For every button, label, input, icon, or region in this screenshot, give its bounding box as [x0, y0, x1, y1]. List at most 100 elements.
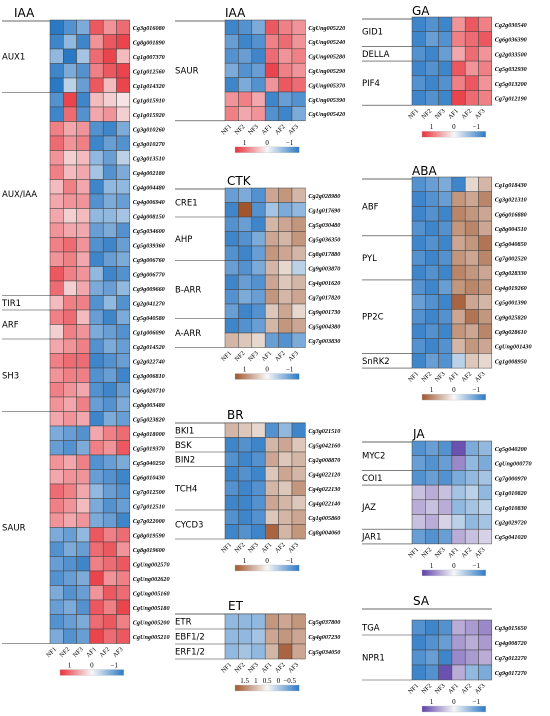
heatmap-cell [451, 664, 466, 681]
heatmap-cell [278, 34, 293, 50]
heatmap-cell [238, 202, 253, 218]
heatmap-cell [278, 480, 293, 496]
heatmap-cell [451, 499, 466, 515]
gene-label: Cg8g004510 [495, 226, 527, 233]
gene-label: Cg9g009660 [133, 286, 165, 293]
heatmap-cell [49, 77, 64, 93]
heatmap-cell [291, 260, 306, 276]
heatmap-cell [102, 411, 117, 427]
heatmap-aba-6: ABA Cg1g018430 Cg3g021310 Cg6g016880 Cg8g004… [362, 164, 532, 401]
heatmap-cell [102, 338, 117, 354]
heatmap-cell [464, 279, 479, 295]
heatmap-cell [116, 106, 131, 122]
heatmap-cell [76, 527, 91, 543]
heatmap-cell [278, 106, 293, 122]
panel-title: SA [413, 594, 430, 608]
heatmap-cell [278, 62, 293, 78]
heatmap-cell [89, 541, 104, 557]
heatmap-cell [49, 396, 64, 412]
heatmap-cell [264, 19, 279, 35]
group-label: TIR1 [1, 299, 21, 309]
heatmap-cell [451, 440, 466, 456]
heatmap-cell [49, 541, 64, 557]
gene-label: Cg3g015650 [495, 625, 527, 632]
gene-label: Cg1g012560 [133, 68, 165, 75]
heatmap-cell [425, 664, 439, 681]
heatmap-cell [278, 187, 293, 203]
heatmap-cell [89, 222, 104, 238]
heatmap-cell [451, 90, 466, 106]
heatmap-cell [89, 208, 104, 224]
heatmap-cell [224, 480, 239, 496]
gene-label: Cg9g006770 [133, 271, 165, 278]
heatmap-cell [116, 628, 131, 644]
heatmap-cell [278, 332, 293, 348]
heatmap-cell [438, 353, 453, 369]
heatmap-cell [76, 251, 91, 267]
gene-label: Cg7g000970 [495, 475, 527, 482]
heatmap-cell [451, 279, 466, 295]
heatmap-cell [63, 483, 77, 499]
heatmap-cell [76, 396, 91, 412]
legend-tick: 1.5 [240, 677, 249, 685]
heatmap-cell [76, 440, 91, 456]
heatmap-cell [238, 437, 253, 453]
heatmap-cell [49, 135, 64, 151]
gene-label: Cg1g017690 [308, 207, 340, 214]
heatmap-cell [116, 353, 131, 369]
heatmap-cell [478, 649, 493, 666]
heatmap-cell [102, 193, 117, 209]
heatmap-cell [411, 470, 426, 486]
heatmap-cell [116, 614, 131, 630]
gene-label: Cg1g010830 [495, 505, 527, 512]
heatmap-cell [425, 176, 439, 192]
heatmap-cell [411, 31, 426, 47]
heatmap-cell [76, 295, 91, 311]
gene-label: Cg7g017820 [308, 294, 340, 301]
heatmap-cell [478, 176, 493, 192]
heatmap-cell [251, 643, 266, 660]
heatmap-cell [238, 62, 253, 78]
gene-label: Cg3g021310 [495, 197, 527, 204]
heatmap-cell [76, 208, 91, 224]
gene-label: Cg7g012270 [495, 655, 527, 662]
heatmap-cell [278, 231, 293, 247]
heatmap-cell [89, 77, 104, 93]
heatmap-cell [76, 92, 91, 108]
heatmap-cell [464, 514, 479, 530]
gene-label: Cg2g014520 [133, 344, 165, 351]
legend-tick: 1 [68, 662, 72, 670]
heatmap-cell [411, 338, 426, 354]
heatmap-cell [238, 332, 253, 348]
heatmap-cell [438, 191, 453, 207]
heatmap-cell [464, 220, 479, 237]
heatmap-cell [76, 382, 91, 398]
heatmap-cell [425, 634, 439, 651]
heatmap-cell [116, 425, 131, 441]
gene-label: Cg7g003830 [308, 338, 340, 345]
heatmap-cell [116, 469, 131, 485]
heatmap-cell [464, 649, 479, 666]
heatmap-cell [478, 664, 493, 681]
column-label: AF3 [287, 661, 300, 674]
heatmap-cell [478, 470, 493, 486]
heatmap-cell [116, 280, 131, 296]
heatmap-cell [425, 294, 439, 310]
column-label: AF1 [260, 123, 273, 136]
column-label: NF2 [234, 350, 247, 363]
heatmap-cell [425, 514, 439, 530]
heatmap-cell [63, 266, 77, 282]
heatmap-cell [264, 318, 279, 334]
heatmap-cell [102, 309, 117, 325]
heatmap-cell [238, 77, 253, 93]
heatmap-cell [116, 164, 131, 180]
column-label: AF3 [474, 108, 487, 121]
heatmap-cell [224, 202, 239, 218]
heatmap-cell [49, 599, 64, 615]
heatmap-cell [102, 179, 117, 195]
gene-label: CgUng002620 [133, 576, 170, 583]
heatmap-cell [89, 48, 104, 64]
heatmap-cell [464, 664, 479, 681]
heatmap-sa-8: SA Cg3g015650 TGA Cg4g008720 Cg7g012270 Cg9g0… [361, 594, 527, 713]
heatmap-cell [76, 367, 91, 383]
